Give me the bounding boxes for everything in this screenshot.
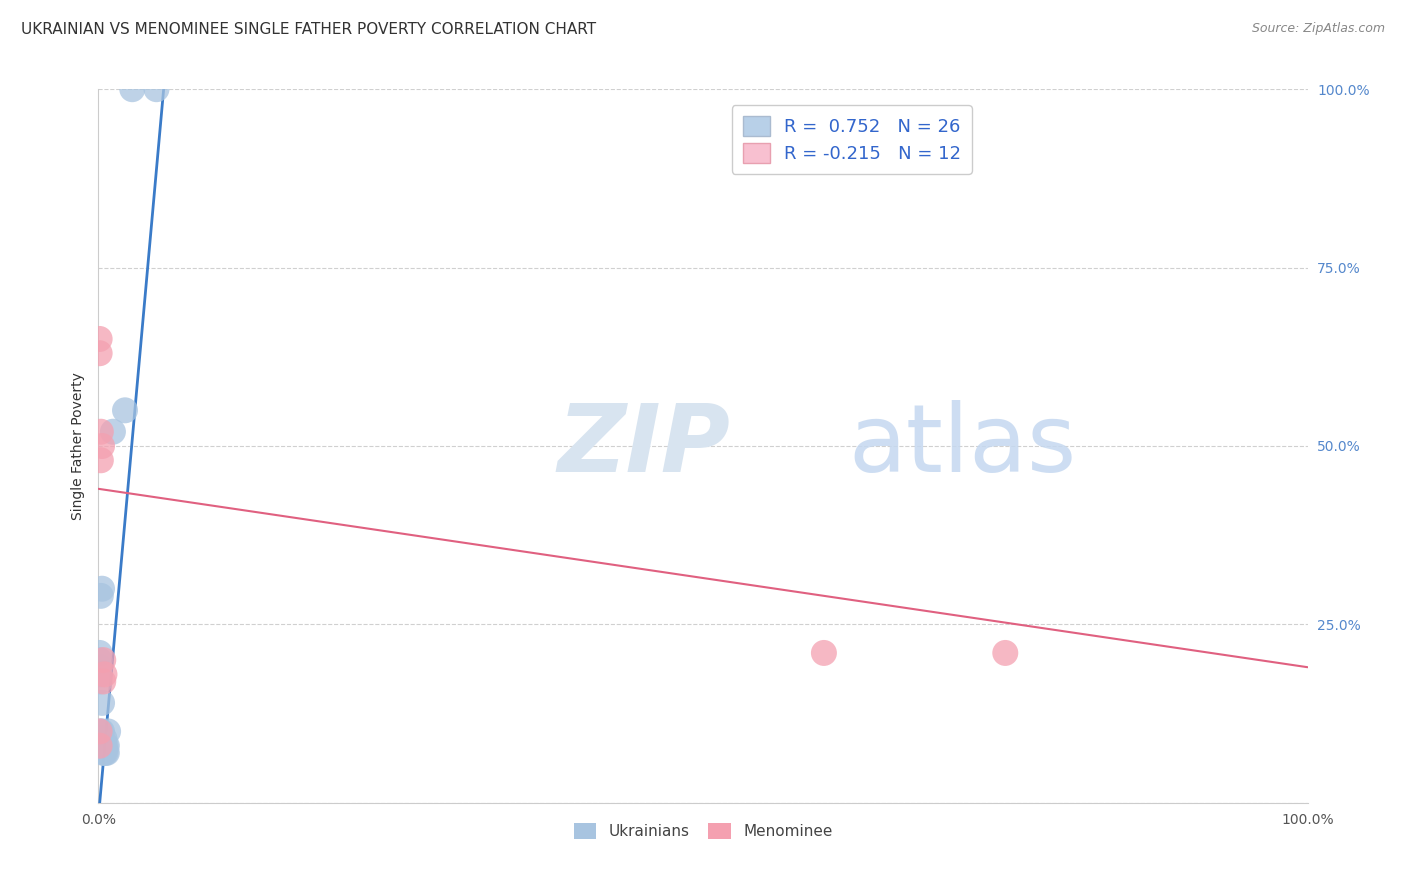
Point <box>91 739 114 753</box>
Point <box>97 724 120 739</box>
Point <box>91 724 114 739</box>
Point <box>90 731 112 746</box>
Point <box>994 646 1017 660</box>
Text: ZIP: ZIP <box>558 400 731 492</box>
Point <box>94 746 117 760</box>
Point <box>90 425 112 439</box>
Point <box>101 425 124 439</box>
Point <box>89 660 111 674</box>
Point <box>96 739 118 753</box>
Point <box>91 439 114 453</box>
Point <box>91 653 114 667</box>
Point <box>91 739 114 753</box>
Point <box>89 646 111 660</box>
Point <box>91 696 114 710</box>
Text: atlas: atlas <box>848 400 1077 492</box>
Point <box>93 746 115 760</box>
Point <box>96 746 118 760</box>
Text: UKRAINIAN VS MENOMINEE SINGLE FATHER POVERTY CORRELATION CHART: UKRAINIAN VS MENOMINEE SINGLE FATHER POV… <box>21 22 596 37</box>
Point <box>114 403 136 417</box>
Point <box>91 582 114 596</box>
Point <box>145 82 167 96</box>
Point <box>93 667 115 681</box>
Point <box>90 589 112 603</box>
Point <box>89 674 111 689</box>
Point <box>90 453 112 467</box>
Point <box>93 739 115 753</box>
Point <box>89 667 111 681</box>
Point <box>89 724 111 739</box>
Point <box>94 739 117 753</box>
Text: Source: ZipAtlas.com: Source: ZipAtlas.com <box>1251 22 1385 36</box>
Point <box>90 724 112 739</box>
Point <box>813 646 835 660</box>
Legend: Ukrainians, Menominee: Ukrainians, Menominee <box>568 817 838 845</box>
Point <box>91 674 114 689</box>
Point <box>89 332 111 346</box>
Y-axis label: Single Father Poverty: Single Father Poverty <box>70 372 84 520</box>
Point <box>91 746 114 760</box>
Point <box>89 739 111 753</box>
Point <box>89 653 111 667</box>
Point <box>89 346 111 360</box>
Point <box>121 82 143 96</box>
Point <box>93 731 115 746</box>
